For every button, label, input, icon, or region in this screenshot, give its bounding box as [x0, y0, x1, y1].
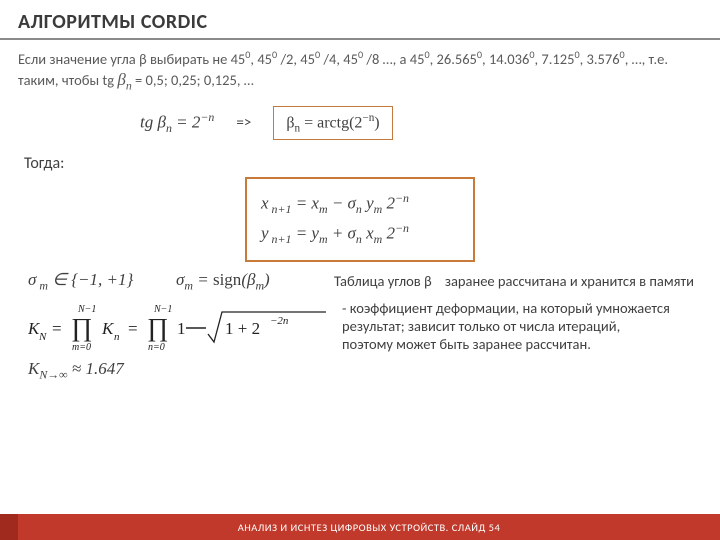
footer-text: АНАЛИЗ И ИСНТЕЗ ЦИФРОВЫХ УСТРОЙСТВ. СЛАЙ… — [18, 514, 720, 540]
k-products: K N = N−1 ∏ m=0 K n = N−1 ∏ n=0 1 1 + 2 … — [28, 300, 328, 352]
sigma-sign: σm = sign(βm) — [176, 270, 316, 293]
tg-formula: tg βn = 2−n — [140, 110, 214, 136]
svg-text:−2n: −2n — [270, 315, 289, 327]
svg-text:n=0: n=0 — [148, 342, 165, 352]
tg-row: tg βn = 2−n => βn = arctg(2−n) — [140, 106, 720, 141]
arctg-box: βn = arctg(2−n) — [273, 106, 392, 141]
sigma-set: σ m ∈ {−1, +1} — [28, 270, 158, 293]
svg-text:∏: ∏ — [71, 313, 92, 342]
k-note: - коэффициент деформации, на который умн… — [342, 299, 672, 353]
then-label: Тогда: — [24, 154, 720, 173]
slide-title: АЛГОРИТМЫ CORDIC — [0, 0, 720, 40]
svg-text:m=0: m=0 — [72, 342, 91, 352]
svg-text:N: N — [38, 331, 47, 343]
iter-line-1: x n+1 = xm − σn ym 2−n — [261, 189, 459, 219]
svg-text:K: K — [101, 319, 115, 338]
svg-text:=: = — [128, 319, 138, 338]
intro-text: Если значение угла β выбирать не 450, 45… — [0, 40, 720, 96]
footer: АНАЛИЗ И ИСНТЕЗ ЦИФРОВЫХ УСТРОЙСТВ. СЛАЙ… — [0, 514, 720, 540]
svg-text:n: n — [114, 331, 120, 343]
sigma-row: σ m ∈ {−1, +1} σm = sign(βm) Таблица угл… — [28, 270, 702, 293]
svg-text:=: = — [52, 319, 62, 338]
k-infinity: KN→∞ ≈ 1.647 — [28, 359, 720, 382]
iter-line-2: y n+1 = ym + σn xm 2−n — [261, 219, 459, 249]
svg-text:1 + 2: 1 + 2 — [225, 319, 260, 338]
svg-text:∏: ∏ — [147, 313, 168, 342]
table-note: Таблица углов β заранее рассчитана и хра… — [334, 272, 702, 290]
footer-accent — [0, 514, 18, 540]
implies-arrow: => — [236, 114, 251, 132]
iteration-box: x n+1 = xm − σn ym 2−n y n+1 = ym + σn x… — [245, 177, 475, 261]
svg-text:1: 1 — [177, 319, 186, 338]
k-row: K N = N−1 ∏ m=0 K n = N−1 ∏ n=0 1 1 + 2 … — [28, 299, 710, 353]
